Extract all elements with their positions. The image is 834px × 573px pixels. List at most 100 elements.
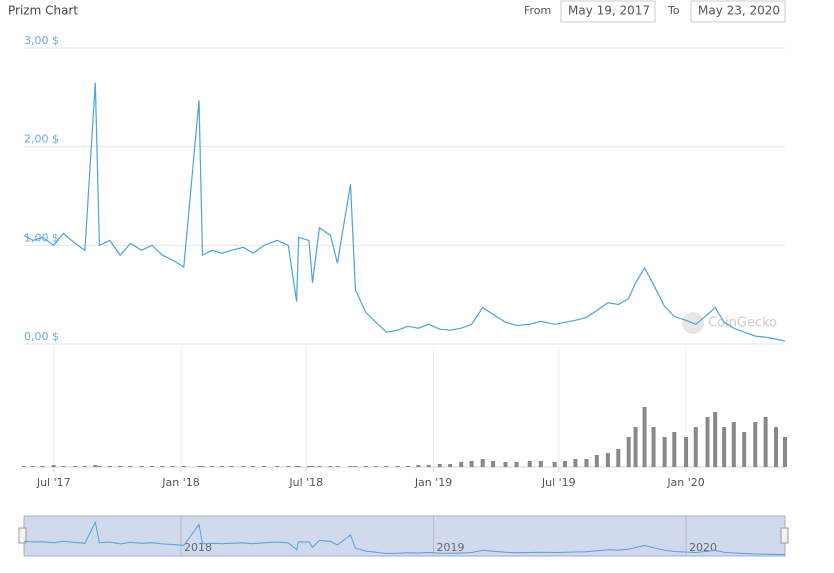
- volume-bar: [51, 465, 56, 467]
- x-tick-label: Jul '17: [36, 476, 71, 489]
- chart-title: Prizm Chart: [8, 4, 78, 18]
- volume-bar: [642, 407, 647, 467]
- volume-bar: [684, 437, 689, 467]
- volume-bar: [731, 422, 736, 467]
- volume-bar: [693, 427, 698, 467]
- volume-bar: [469, 461, 474, 467]
- volume-bar: [713, 412, 718, 467]
- volume-bar: [594, 455, 599, 467]
- volume-bar: [97, 466, 102, 467]
- watermark: CoinGecko: [708, 316, 777, 331]
- volume-bar: [563, 461, 568, 467]
- volume-bar: [605, 453, 610, 467]
- volume-bar: [426, 465, 431, 467]
- volume-bar: [197, 466, 202, 467]
- volume-bar: [229, 466, 234, 467]
- to-input[interactable]: [690, 0, 786, 23]
- price-line: [23, 82, 786, 342]
- volume-bar: [763, 417, 768, 467]
- volume-bar: [672, 432, 677, 467]
- volume-bar: [459, 462, 464, 467]
- x-tick-label: Jan '18: [161, 476, 199, 489]
- volume-bar: [395, 466, 400, 467]
- volume-bar: [742, 432, 747, 467]
- volume-bar: [107, 466, 112, 467]
- volume-bar: [616, 449, 621, 467]
- volume-bar: [317, 466, 322, 467]
- navigator-handle[interactable]: [18, 527, 27, 544]
- navigator-label: 2019: [437, 541, 465, 554]
- volume-bar: [128, 466, 133, 467]
- volume-bar: [480, 459, 485, 467]
- volume-bar: [448, 464, 453, 467]
- volume-bar: [491, 461, 496, 467]
- volume-bar: [348, 466, 353, 467]
- volume-bar: [722, 427, 727, 467]
- volume-bar: [22, 466, 26, 467]
- volume-bar: [262, 466, 267, 467]
- volume-bar: [210, 466, 215, 467]
- x-tick-label: Jan '20: [666, 476, 704, 489]
- volume-bar: [93, 465, 98, 467]
- volume-bar: [139, 466, 144, 467]
- volume-bar: [514, 462, 519, 467]
- volume-bar: [296, 466, 301, 467]
- volume-bar: [552, 462, 557, 467]
- to-date[interactable]: May 23, 2020: [698, 4, 780, 18]
- to-label: To: [667, 4, 680, 17]
- navigator-label: 2018: [184, 541, 212, 554]
- navigator-handle[interactable]: [780, 527, 789, 544]
- volume-bar: [633, 427, 638, 467]
- navigator-line: [23, 520, 786, 556]
- volume-bar: [538, 461, 543, 467]
- y-tick-label: 2,00 $: [24, 133, 59, 146]
- volume-bar: [335, 466, 340, 467]
- volume-bar: [405, 466, 410, 467]
- volume-bar: [118, 466, 123, 467]
- volume-bar: [527, 461, 532, 467]
- volume-bar: [181, 466, 186, 467]
- volume-bar: [73, 466, 78, 467]
- volume-bar: [149, 466, 154, 467]
- volume-bar: [363, 466, 368, 467]
- volume-bar: [61, 466, 66, 467]
- volume-bar: [774, 427, 779, 467]
- volume-bar: [40, 466, 45, 467]
- volume-bar: [219, 466, 224, 467]
- volume-bar: [294, 466, 299, 467]
- volume-bar: [437, 464, 442, 467]
- from-label: From: [524, 4, 551, 17]
- volume-bar: [584, 459, 589, 467]
- volume-bar: [384, 466, 389, 467]
- volume-bar: [626, 437, 631, 467]
- volume-bar: [160, 466, 165, 467]
- y-tick-label: 0,00 $: [24, 330, 59, 343]
- volume-bar: [250, 466, 255, 467]
- from-input[interactable]: [560, 0, 656, 23]
- from-date[interactable]: May 19, 2017: [568, 4, 650, 18]
- volume-bar: [286, 466, 291, 467]
- volume-bar: [200, 466, 205, 467]
- volume-bar: [307, 466, 312, 467]
- volume-bar: [783, 437, 787, 467]
- volume-bar: [651, 427, 656, 467]
- x-tick-label: Jul '19: [541, 476, 576, 489]
- volume-bar: [705, 417, 710, 467]
- volume-bar: [416, 465, 421, 467]
- volume-bar: [503, 462, 508, 467]
- volume-bar: [374, 466, 379, 467]
- volume-bar: [275, 466, 280, 467]
- volume-bar: [82, 466, 87, 467]
- volume-bar: [753, 422, 758, 467]
- volume-bar: [328, 466, 333, 467]
- volume-bar: [662, 437, 667, 467]
- volume-bar: [310, 466, 315, 467]
- volume-bar: [573, 459, 578, 467]
- volume-bar: [30, 466, 35, 467]
- x-tick-label: Jan '19: [414, 476, 452, 489]
- x-tick-label: Jul '18: [288, 476, 323, 489]
- navigator-mask[interactable]: [23, 515, 786, 557]
- y-tick-label: 3,00 $: [24, 34, 59, 47]
- volume-bar: [353, 466, 358, 467]
